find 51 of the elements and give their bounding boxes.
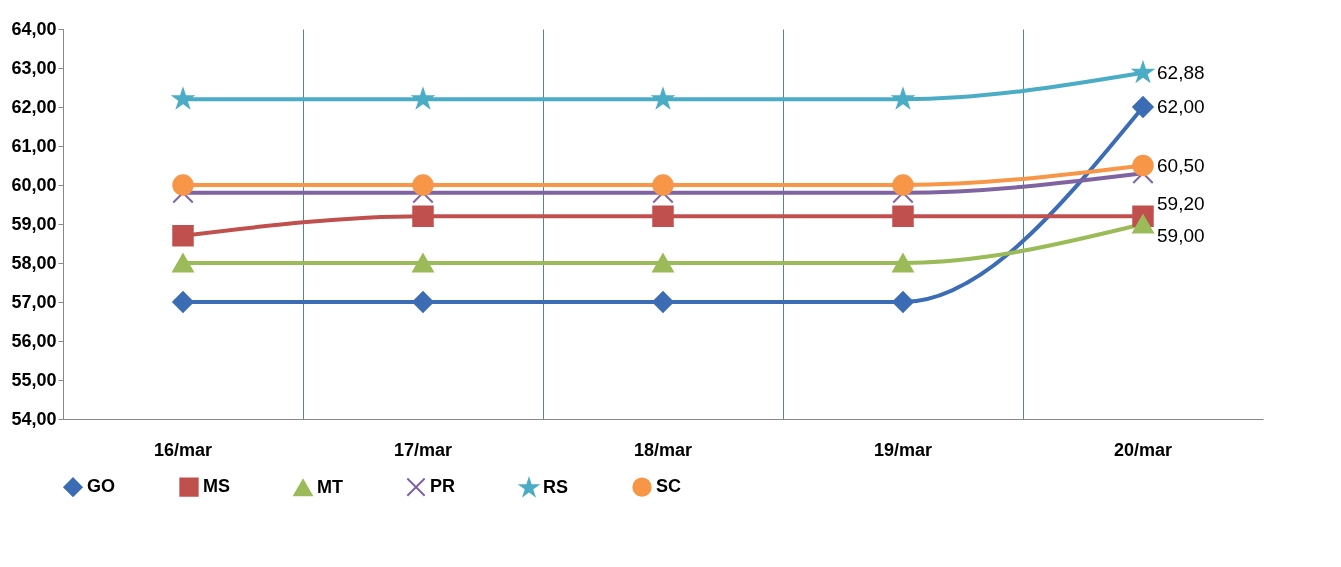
- y-tick-label: 64,00: [11, 18, 57, 39]
- point: [1132, 214, 1154, 234]
- point: [172, 291, 194, 313]
- point: [650, 86, 676, 110]
- legend-label: SC: [656, 476, 682, 497]
- y-tick-label: 58,00: [11, 252, 57, 273]
- point: [892, 205, 914, 227]
- y-tick-label: 63,00: [11, 57, 57, 78]
- point: [172, 174, 194, 196]
- point: [412, 253, 434, 273]
- point: [170, 86, 196, 110]
- data-label: 62,00: [1157, 96, 1205, 117]
- data-label: 59,00: [1157, 225, 1205, 246]
- y-tick-label: 54,00: [11, 408, 57, 429]
- point: [892, 253, 914, 273]
- data-label: 60,50: [1157, 154, 1205, 176]
- point: [172, 224, 194, 247]
- point: [412, 174, 434, 196]
- legend-label: RS: [543, 476, 569, 497]
- point: [1132, 154, 1154, 177]
- y-tick-label: 57,00: [11, 291, 57, 312]
- y-tick-label: 59,00: [11, 213, 57, 234]
- x-tick-label: 20/mar: [1113, 439, 1173, 460]
- x-tick-label: 19/mar: [873, 439, 933, 460]
- point: [1132, 96, 1154, 118]
- x-tick-label: 18/mar: [633, 439, 693, 460]
- legend-label: MT: [317, 476, 343, 497]
- point: [412, 205, 434, 227]
- point: [890, 86, 916, 110]
- legend-label: PR: [430, 476, 456, 497]
- point: [652, 205, 674, 227]
- y-tick-label: 56,00: [11, 330, 57, 351]
- point: [1130, 60, 1156, 84]
- legend-label: MS: [203, 476, 230, 497]
- y-tick-label: 61,00: [11, 135, 57, 156]
- point: [652, 174, 674, 196]
- x-tick-label: 17/mar: [393, 439, 453, 460]
- point: [892, 291, 914, 313]
- point: [410, 86, 436, 110]
- legend-label: GO: [87, 476, 116, 497]
- point: [652, 291, 674, 313]
- y-tick-label: 60,00: [11, 174, 57, 195]
- point: [892, 174, 914, 196]
- y-tick-label: 62,00: [11, 96, 57, 117]
- x-tick-label: 16/mar: [153, 439, 213, 460]
- point: [172, 253, 194, 273]
- point: [412, 291, 434, 313]
- data-label: 62,88: [1157, 61, 1205, 83]
- data-label: 59,20: [1157, 193, 1205, 215]
- point: [652, 253, 674, 273]
- y-tick-label: 55,00: [11, 369, 57, 390]
